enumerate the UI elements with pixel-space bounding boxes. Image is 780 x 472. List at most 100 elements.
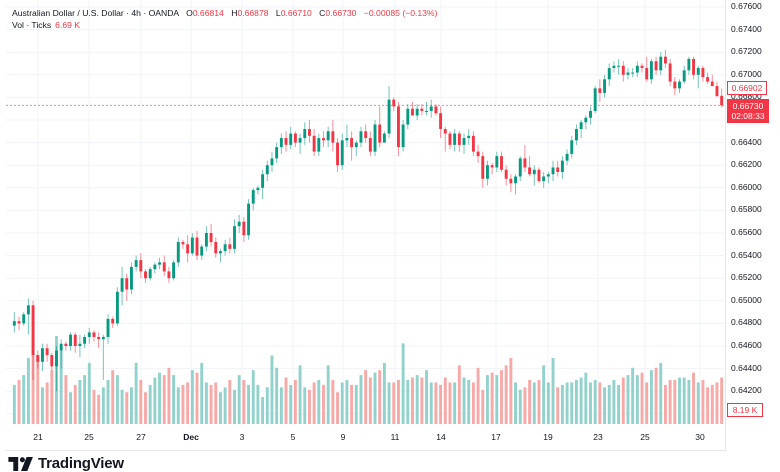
volume-bar [115, 375, 119, 424]
candle-body [640, 65, 644, 69]
volume-bar [186, 382, 190, 424]
high-value: 0.66878 [237, 8, 269, 18]
volume-bar [481, 389, 485, 424]
volume-bar [45, 382, 49, 424]
volume-bar [36, 355, 40, 424]
candle-body [270, 158, 274, 166]
candle-body [476, 151, 480, 157]
volume-bar [518, 389, 522, 424]
candle-body [692, 58, 696, 75]
candle-body [64, 343, 68, 346]
candle-body [354, 142, 358, 148]
price-axis-label: 0.64600 [731, 340, 762, 350]
volume-bar [172, 375, 176, 424]
volume-bar [261, 397, 265, 424]
candle-body [504, 169, 508, 179]
candle-body [649, 61, 653, 80]
candle-body [542, 176, 546, 182]
volume-bar [542, 365, 546, 424]
candle-body [242, 221, 246, 236]
volume-bar [401, 343, 405, 424]
volume-bar [270, 355, 274, 424]
volume-bar [668, 380, 672, 424]
open-value: 0.66814 [192, 8, 224, 18]
volume-bar [500, 370, 503, 424]
candle-body [635, 65, 639, 73]
candle-body [340, 140, 344, 166]
volume-bar [617, 384, 621, 424]
candle-body [148, 269, 152, 279]
candle-body [673, 81, 677, 89]
price-axis-label: 0.67600 [731, 1, 762, 11]
volume-bar [570, 382, 574, 424]
volume-bar [457, 365, 461, 424]
candle-body [120, 278, 124, 292]
candle-body [495, 156, 499, 168]
candle-body [551, 167, 555, 175]
candle-body [518, 158, 522, 177]
candle-body [359, 131, 363, 143]
candle-body [228, 244, 232, 249]
volume-bar [106, 380, 110, 424]
volume-bar [148, 384, 152, 424]
volume-bar [326, 365, 330, 424]
volume-bar [181, 384, 185, 424]
volume-bar [476, 367, 480, 424]
candle-body [284, 138, 288, 145]
candle-body [326, 131, 330, 141]
candle-body [218, 251, 222, 254]
volume-bar [448, 382, 452, 424]
candle-body [467, 135, 471, 139]
candle-body [528, 167, 532, 175]
close-label: C [319, 8, 326, 18]
volume-bar [706, 387, 710, 424]
candle-body [382, 133, 386, 143]
candle-body [317, 138, 321, 152]
volume-bar [83, 375, 87, 424]
candle-body [598, 88, 602, 93]
volume-bar [73, 384, 77, 424]
candle-body [322, 138, 325, 141]
candle-body [298, 138, 302, 143]
volume-bar [125, 392, 129, 424]
price-axis-label: 0.66000 [731, 181, 762, 192]
candle-body [612, 65, 616, 69]
volume-bar [485, 375, 489, 424]
candle-body [186, 244, 190, 254]
volume-bar [256, 384, 260, 424]
volume-bar [720, 377, 724, 424]
volume-indicator-title[interactable]: Vol · Ticks [12, 20, 52, 30]
candle-body [144, 271, 147, 279]
candle-body [485, 165, 489, 179]
candle-body [378, 124, 382, 143]
candle-body [565, 153, 569, 161]
legend-ohlc-row: Australian Dollar / U.S. Dollar · 4h · O… [12, 7, 437, 19]
volume-bar [134, 362, 138, 424]
time-axis-label: 30 [695, 432, 705, 442]
time-axis-label: 17 [491, 432, 501, 442]
candle-body [293, 133, 297, 143]
price-axis-label: 0.64200 [731, 385, 762, 396]
volume-bar [649, 370, 653, 424]
candle-body [312, 135, 316, 152]
volume-bar [490, 372, 494, 424]
candle-body [69, 334, 73, 346]
candle-body [129, 266, 133, 290]
symbol-title[interactable]: Australian Dollar / U.S. Dollar · 4h · O… [12, 8, 179, 18]
candle-body [509, 178, 513, 184]
candle-body [720, 95, 724, 106]
volume-bar [284, 377, 288, 424]
last-price-value: 0.66730 [732, 101, 764, 111]
volume-bar [612, 380, 616, 424]
volume-bar [312, 382, 316, 424]
candle-body [537, 169, 541, 182]
chart-frame [6, 0, 726, 451]
tradingview-brand[interactable]: TradingView [8, 455, 124, 472]
low-value: 0.66710 [280, 8, 312, 18]
candle-body [462, 138, 466, 145]
time-axis-label: 11 [390, 432, 400, 442]
volume-bar [551, 358, 555, 424]
volume-bar [621, 377, 625, 424]
time-axis-label: 25 [640, 432, 650, 442]
